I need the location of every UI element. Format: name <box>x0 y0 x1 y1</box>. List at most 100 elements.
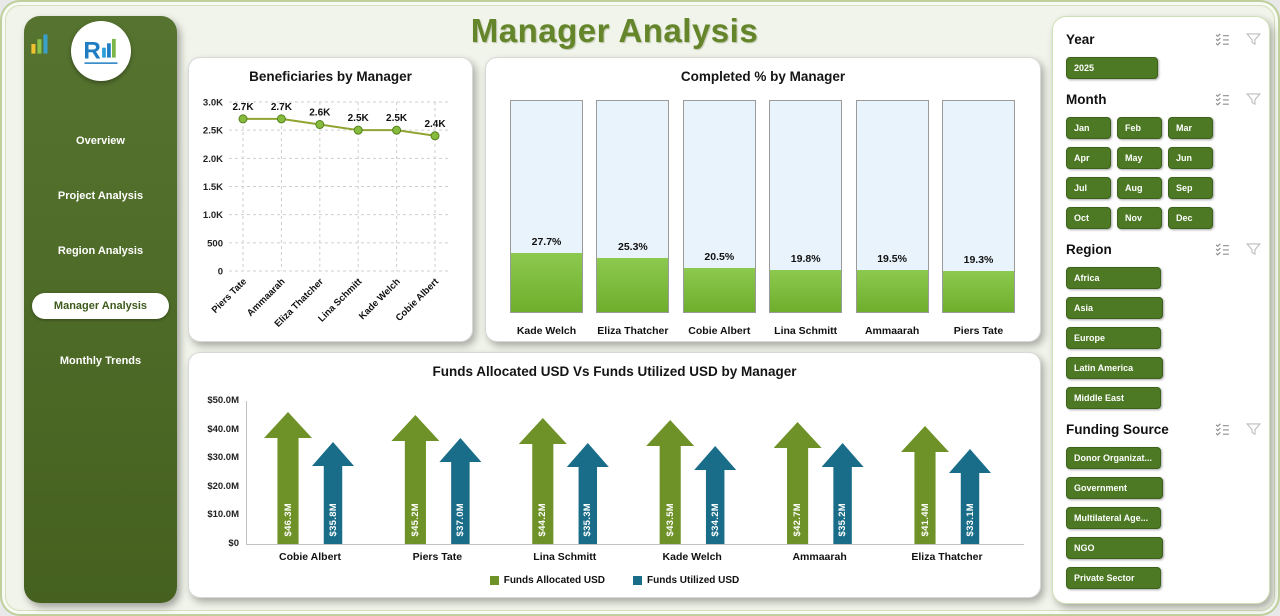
filter-option-mar[interactable]: Mar <box>1168 117 1213 139</box>
filter-header-year: Year <box>1066 31 1262 48</box>
filter-icon[interactable] <box>1245 241 1262 258</box>
filter-icon[interactable] <box>1245 91 1262 108</box>
completed-column[interactable]: 25.3% <box>596 100 670 313</box>
funds-category-label: Piers Tate <box>412 551 463 563</box>
utilized-value-label: $37.0M <box>454 502 466 537</box>
completed-value-label: 19.8% <box>790 253 821 265</box>
filter-option-sep[interactable]: Sep <box>1168 177 1213 199</box>
funds-arrow-chart: $50.0M $40.0M $30.0M $20.0M $10.0M $0 $46.3M $3… <box>189 353 1040 597</box>
filter-section-region: Region Africa Asia Europe Latin America Middl… <box>1066 241 1262 409</box>
allocated-arrow-bar[interactable]: $42.7M <box>773 422 822 544</box>
completed-column[interactable]: 20.5% <box>682 100 756 313</box>
filter-header-region: Region <box>1066 241 1262 258</box>
funds-y-tick: $50.0M <box>207 395 239 406</box>
filter-option-europe[interactable]: Europe <box>1066 327 1161 349</box>
completed-category-label: Cobie Albert <box>688 325 751 337</box>
completed-column[interactable]: 19.5% <box>855 100 929 313</box>
line-point[interactable] <box>276 114 286 124</box>
filter-section-manager: ManagerAmmaarahCobie AlbertEliza Thatche… <box>1066 601 1262 603</box>
legend-item: Funds Utilized USD <box>633 575 739 586</box>
allocated-arrow-bar[interactable]: $44.2M <box>518 418 567 544</box>
filter-icon[interactable] <box>1245 31 1262 48</box>
filter-option-apr[interactable]: Apr <box>1066 147 1111 169</box>
funds-chart-title: Funds Allocated USD Vs Funds Utilized US… <box>432 364 797 379</box>
allocated-value-label: $43.5M <box>664 502 676 537</box>
svg-text:2.5K: 2.5K <box>203 126 223 137</box>
allocated-arrow-bar[interactable]: $43.5M <box>646 420 695 544</box>
filter-option-private-sector[interactable]: Private Sector <box>1066 567 1161 589</box>
allocated-value-label: $44.2M <box>537 502 549 537</box>
line-point[interactable] <box>353 125 363 135</box>
utilized-arrow-bar[interactable]: $37.0M <box>439 438 482 544</box>
allocated-arrow-bar[interactable]: $46.3M <box>264 412 312 544</box>
utilized-arrow-bar[interactable]: $34.2M <box>694 446 737 544</box>
filter-icon[interactable] <box>1245 601 1262 603</box>
filter-option-may[interactable]: May <box>1117 147 1162 169</box>
utilized-arrow-bar[interactable]: $35.8M <box>312 442 354 544</box>
multi-select-icon[interactable] <box>1214 91 1231 108</box>
filter-option-oct[interactable]: Oct <box>1066 207 1111 229</box>
filter-section-month: Month Jan Feb Mar Apr May Jun Jul Aug Sep Oct Nov De… <box>1066 91 1262 229</box>
completed-category-label: Kade Welch <box>516 325 577 337</box>
filter-option-nov[interactable]: Nov <box>1117 207 1162 229</box>
sidebar: R Overview Project Analysis Region Analysi… <box>24 16 177 603</box>
sidebar-item-manager-analysis[interactable]: Manager Analysis <box>32 293 169 319</box>
utilized-value-label: $34.2M <box>709 502 721 537</box>
completed-fill <box>597 258 669 312</box>
filter-icon[interactable] <box>1245 421 1262 438</box>
funds-legend: Funds Allocated USD Funds Utilized USD <box>189 575 1040 586</box>
sidebar-item-monthly-trends[interactable]: Monthly Trends <box>59 355 142 367</box>
completed-column[interactable]: 27.7% <box>510 100 583 313</box>
filter-title-manager: Manager <box>1066 602 1200 603</box>
funds-category-label: Kade Welch <box>662 551 722 563</box>
multi-select-icon[interactable] <box>1214 421 1231 438</box>
allocated-arrow-bar[interactable]: $41.4M <box>901 426 949 544</box>
completed-column[interactable]: 19.3% <box>942 100 1015 313</box>
utilized-arrow-bar[interactable]: $33.1M <box>949 449 991 544</box>
beneficiaries-line-chart: 3.0K 2.5K 2.0K 1.5K 1.0K 500 0 2.7K 2.7K 2.6K 2.5K… <box>189 84 472 341</box>
filter-option-jun[interactable]: Jun <box>1168 147 1213 169</box>
completed-bar-chart: 27.7% Kade Welch 25.3% Eliza Thatcher 20.5% C… <box>486 58 1040 341</box>
line-point[interactable] <box>430 131 440 141</box>
filter-option-latin-america[interactable]: Latin America <box>1066 357 1163 379</box>
page-title: Manager Analysis <box>470 12 759 49</box>
filter-option-2025[interactable]: 2025 <box>1066 57 1158 79</box>
svg-text:1.5K: 1.5K <box>203 182 223 193</box>
filter-option-donor-organizat[interactable]: Donor Organizat... <box>1066 447 1161 469</box>
legend-label: Funds Utilized USD <box>647 575 740 586</box>
multi-select-icon[interactable] <box>1214 601 1231 603</box>
filter-option-ngo[interactable]: NGO <box>1066 537 1163 559</box>
filter-option-middle-east[interactable]: Middle East <box>1066 387 1161 409</box>
utilized-value-label: $33.1M <box>964 502 976 537</box>
completed-column[interactable]: 19.8% <box>769 100 843 313</box>
sidebar-item-project-analysis[interactable]: Project Analysis <box>57 190 144 202</box>
sidebar-item-region-analysis[interactable]: Region Analysis <box>57 245 144 257</box>
filter-option-aug[interactable]: Aug <box>1117 177 1162 199</box>
filter-option-jul[interactable]: Jul <box>1066 177 1111 199</box>
filter-option-asia[interactable]: Asia <box>1066 297 1163 319</box>
allocated-arrow-bar[interactable]: $45.2M <box>391 415 440 544</box>
utilized-value-label: $35.8M <box>327 502 339 537</box>
funds-category-label: Eliza Thatcher <box>911 551 983 563</box>
line-point[interactable] <box>315 120 325 130</box>
filter-option-government[interactable]: Government <box>1066 477 1163 499</box>
utilized-arrow-bar[interactable]: $35.3M <box>566 443 609 544</box>
legend-swatch <box>633 576 643 585</box>
filter-option-multilateral-age[interactable]: Multilateral Age... <box>1066 507 1161 529</box>
filter-option-jan[interactable]: Jan <box>1066 117 1111 139</box>
utilized-arrow-bar[interactable]: $35.2M <box>821 443 864 544</box>
line-point[interactable] <box>392 125 402 135</box>
line-point[interactable] <box>238 114 248 124</box>
sidebar-item-overview[interactable]: Overview <box>76 135 125 147</box>
completed-value-label: 20.5% <box>704 251 735 263</box>
beneficiaries-card: Beneficiaries by Manager 3.0K 2.5K 2.0K 1.5… <box>188 57 473 342</box>
multi-select-icon[interactable] <box>1214 31 1231 48</box>
multi-select-icon[interactable] <box>1214 241 1231 258</box>
line-category-label: Piers Tate <box>210 276 249 315</box>
filter-option-africa[interactable]: Africa <box>1066 267 1161 289</box>
funds-y-tick: $10.0M <box>207 509 239 521</box>
mini-bar-chart-icon <box>29 32 53 56</box>
filter-option-dec[interactable]: Dec <box>1168 207 1213 229</box>
filter-option-feb[interactable]: Feb <box>1117 117 1162 139</box>
